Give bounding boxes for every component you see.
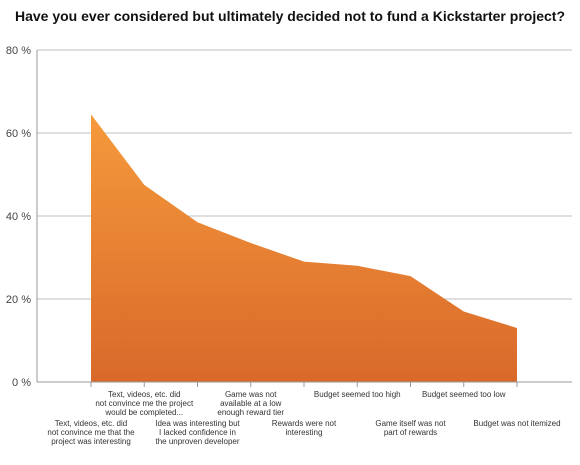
x-axis-category-labels: Text, videos, etc. did not convince me th… (47, 390, 560, 446)
area-fill (91, 114, 517, 382)
area-series (91, 114, 517, 382)
chart-title: Have you ever considered but ultimately … (14, 8, 565, 24)
y-axis-ticks: 0 % 20 % 40 % 60 % 80 % (6, 45, 31, 389)
x-category-label: Text, videos, etc. did not convince me th… (95, 390, 194, 417)
x-category-label: Rewards were not interesting (272, 419, 337, 437)
y-tick-label: 60 % (6, 128, 31, 140)
y-tick-label: 20 % (6, 294, 31, 306)
x-category-label: Idea was interesting but I lacked confide… (155, 419, 240, 446)
x-category-label: Game was not available at a low enough rew… (217, 390, 284, 417)
axes (36, 50, 572, 387)
x-category-label: Budget seemed too high (314, 390, 401, 399)
x-category-label: Game itself was not part of rewards (375, 419, 446, 437)
y-tick-label: 40 % (6, 211, 31, 223)
x-category-label: Budget was not itemized (473, 419, 560, 428)
x-category-label: Text, videos, etc. did not convince me th… (47, 419, 135, 446)
y-tick-label: 80 % (6, 45, 31, 57)
y-tick-label: 0 % (12, 377, 31, 389)
x-category-label: Budget seemed too low (422, 390, 506, 399)
